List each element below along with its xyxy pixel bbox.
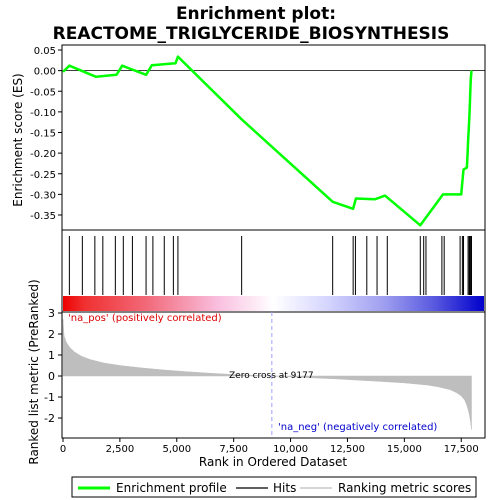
metric-x-tick-label: 15,000: [387, 444, 422, 455]
es-y-tick-label: -0.15: [30, 129, 56, 140]
metric-area: [62, 319, 472, 430]
metric-y-axis: 3 2 1 0 -1 -2: [44, 307, 62, 425]
es-panel-frame: [61, 44, 486, 231]
legend-hits-label: Hits: [273, 481, 296, 495]
es-profile-line: [62, 55, 473, 227]
chart-title: Enrichment plot:: [176, 4, 336, 24]
metric-x-tick-label: 17,500: [444, 444, 479, 455]
metric-x-axis: 0 2,500 5,000 7,500 10,000 12,500 15,000 17,500: [60, 438, 479, 455]
es-y-tick-label: 0.00: [34, 67, 56, 78]
es-y-tick-label: -0.20: [30, 149, 56, 160]
metric-y-tick-label: -2: [44, 412, 55, 425]
rank-color-bar-fill: [63, 296, 484, 311]
metric-y-tick-label: -1: [44, 391, 55, 404]
legend-metric-label: Ranking metric scores: [338, 481, 471, 495]
metric-x-tick-label: 12,500: [330, 444, 365, 455]
es-y-tick-label: -0.10: [30, 108, 56, 119]
metric-y-tick-label: 2: [48, 328, 55, 341]
metric-y-tick-label: 1: [48, 349, 55, 362]
es-y-axis: 0.05 0.00 -0.05 -0.10 -0.15 -0.20 -0.25 -0.30 -0…: [30, 46, 62, 222]
rank-color-bar: [63, 296, 484, 311]
es-y-tick-label: -0.35: [30, 211, 56, 222]
neg-label: 'na_neg' (negatively correlated): [278, 422, 437, 433]
zero-cross-label: Zero cross at 9177: [229, 371, 314, 381]
metric-x-tick-label: 0: [60, 444, 66, 455]
legend: Enrichment profile Hits Ranking metric s…: [71, 476, 477, 498]
pos-label: 'na_pos' (positively correlated): [68, 313, 222, 324]
legend-frame: [71, 476, 477, 498]
es-y-tick-label: 0.05: [34, 46, 56, 57]
metric-x-label: Rank in Ordered Dataset: [199, 455, 347, 469]
metric-x-tick-label: 7,500: [219, 444, 248, 455]
es-y-tick-label: -0.30: [30, 190, 56, 201]
hit-marks: [68, 236, 472, 295]
metric-x-tick-label: 2,500: [106, 444, 135, 455]
es-profile-polyline: [62, 55, 473, 227]
chart-subtitle: REACTOME_TRIGLYCERIDE_BIOSYNTHESIS: [53, 24, 450, 44]
metric-panel-frame: [61, 311, 486, 439]
metric-y-tick-label: 3: [48, 307, 55, 320]
es-panel: 0.05 0.00 -0.05 -0.10 -0.15 -0.20 -0.25 -0.30 -0…: [11, 44, 486, 231]
es-y-label: Enrichment score (ES): [11, 73, 25, 206]
es-y-tick-label: -0.25: [30, 170, 56, 181]
metric-area-fill: [62, 319, 472, 430]
legend-profile-label: Enrichment profile: [116, 481, 227, 495]
hits-panel: [61, 229, 486, 313]
es-y-tick-label: -0.05: [30, 87, 56, 98]
metric-y-tick-label: 0: [48, 370, 55, 383]
metric-x-tick-label: 5,000: [162, 444, 191, 455]
metric-y-label: Ranked list metric (PreRanked): [27, 279, 41, 464]
metric-x-tick-label: 10,000: [273, 444, 308, 455]
metric-panel: 3 2 1 0 -1 -2 0 2,500 5,000 7,500 10,000 12,500 15,…: [27, 279, 486, 469]
